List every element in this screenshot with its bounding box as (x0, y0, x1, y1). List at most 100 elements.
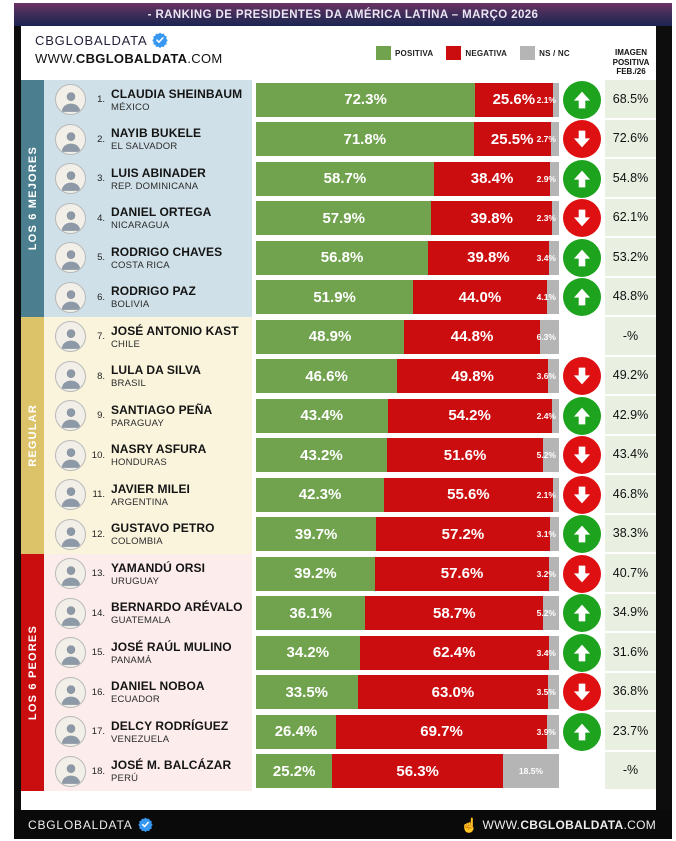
trend-down-arrow-icon (563, 475, 601, 514)
president-info: 4. DANIEL ORTEGA NICARAGUA (44, 198, 252, 238)
president-row: 17. DELCY RODRÍGUEZ VENEZUELA 26.4% 69.7… (44, 712, 656, 752)
previous-image-value: -% (605, 317, 656, 357)
section-los-6-peores: LOS 6 PEORES 13. YAMANDÚ ORSI URUGUAY 39… (21, 554, 656, 791)
president-info: 1. CLAUDIA SHEINBAUM MÉXICO (44, 80, 252, 120)
bar-column: 39.7% 57.2% 3.1% (252, 514, 559, 554)
president-country: ARGENTINA (111, 496, 169, 508)
nsnc-value: 2.4% (536, 410, 556, 421)
legend-item-positiva: POSITIVA (376, 46, 433, 60)
sections: LOS 6 MEJORES 1. CLAUDIA SHEINBAUM MÉXIC… (21, 80, 656, 791)
nsnc-value: 18.5% (518, 766, 543, 777)
bar-positive-segment: 43.4% (256, 398, 388, 433)
trend-down-arrow-icon (563, 199, 601, 238)
president-name: JOSÉ M. BALCÁZAR (111, 758, 232, 773)
bar-positive-segment: 33.5% (256, 675, 358, 710)
negativa-swatch (446, 46, 462, 60)
president-country: VENEZUELA (111, 733, 170, 745)
trend-up-arrow-icon (563, 278, 601, 317)
bar-positive-segment: 39.2% (256, 556, 375, 591)
bar-column: 57.9% 39.8% 2.3% (252, 198, 559, 238)
positive-value: 25.2% (272, 762, 316, 780)
infographic-card: - RANKING DE PRESIDENTES DA AMÉRICA LATI… (14, 3, 672, 839)
bar-nsnc-segment: 2.1% (537, 477, 559, 512)
positive-value: 56.8% (320, 249, 364, 267)
nsnc-value: 2.1% (536, 489, 556, 500)
bar-column: 42.3% 55.6% 2.1% (252, 475, 559, 515)
approval-bar: 57.9% 39.8% 2.3% (256, 201, 559, 236)
nsnc-value: 2.1% (536, 94, 556, 105)
bar-column: 72.3% 25.6% 2.1% (252, 80, 559, 120)
approval-bar: 42.3% 55.6% 2.1% (256, 477, 559, 512)
negative-value: 54.2% (448, 407, 491, 425)
positive-value: 43.2% (300, 446, 343, 464)
president-row: 1. CLAUDIA SHEINBAUM MÉXICO 72.3% 25.6% … (44, 80, 656, 120)
president-photo (55, 242, 86, 274)
bar-nsnc-segment: 4.1% (537, 280, 559, 315)
president-info: 9. SANTIAGO PEÑA PARAGUAY (44, 396, 252, 436)
brand-name: CBGLOBALDATA (35, 32, 148, 48)
president-info: 12. GUSTAVO PETRO COLOMBIA (44, 514, 252, 554)
approval-bar: 72.3% 25.6% 2.1% (256, 82, 559, 117)
footer-bar: CBGLOBALDATA ☝ WWW.CBGLOBALDATA.COM (14, 810, 672, 839)
president-info: 2. NAYIB BUKELE EL SALVADOR (44, 119, 252, 159)
imagen-line2: POSITIVA (612, 57, 650, 67)
president-name: LULA DA SILVA (111, 363, 201, 378)
url-suffix: .COM (187, 51, 223, 66)
footer-url-suffix: .COM (623, 817, 656, 832)
rank-number: 11. (92, 489, 105, 501)
president-country: ECUADOR (111, 694, 160, 706)
president-row: 18. JOSÉ M. BALCÁZAR PERÚ 25.2% 56.3% 18… (44, 751, 656, 791)
bar-nsnc-segment: 3.1% (537, 517, 559, 552)
nsnc-value: 3.1% (536, 529, 556, 540)
president-photo (55, 597, 86, 629)
trend-column (559, 554, 605, 594)
president-photo (55, 400, 86, 432)
president-name: GUSTAVO PETRO (111, 521, 215, 536)
positive-value: 57.9% (322, 209, 365, 227)
previous-image-value: 43.4% (605, 435, 656, 475)
president-row: 5. RODRIGO CHAVES COSTA RICA 56.8% 39.8%… (44, 238, 656, 278)
bar-negative-segment: 63.0% (357, 675, 549, 710)
trend-column (559, 633, 605, 673)
president-name: JOSÉ ANTONIO KAST (111, 323, 239, 338)
president-name: DANIEL NOBOA (111, 679, 205, 694)
previous-image-value: 62.1% (605, 198, 656, 238)
rank-number: 16. (91, 686, 105, 698)
nsnc-value: 3.6% (536, 371, 556, 382)
bar-negative-segment: 44.8% (404, 319, 540, 354)
nsnc-value: 4.1% (536, 292, 556, 303)
previous-image-value: -% (605, 751, 656, 791)
trend-column (559, 514, 605, 554)
president-info: 15. JOSÉ RAÚL MULINO PANAMÁ (44, 633, 252, 673)
president-country: GUATEMALA (111, 615, 171, 627)
president-info: 3. LUIS ABINADER REP. DOMINICANA (44, 159, 252, 199)
trend-up-arrow-icon (563, 712, 601, 751)
president-row: 11. JAVIER MILEI ARGENTINA 42.3% 55.6% 2… (44, 475, 656, 515)
bar-column: 71.8% 25.5% 2.7% (252, 119, 559, 159)
section-label-strip: LOS 6 MEJORES (21, 80, 44, 317)
section-label-strip: REGULAR (21, 317, 44, 554)
rank-number: 18. (91, 765, 105, 777)
president-info: 5. RODRIGO CHAVES COSTA RICA (44, 238, 252, 278)
previous-image-value: 23.7% (605, 712, 656, 752)
approval-bar: 58.7% 38.4% 2.9% (256, 161, 559, 196)
page-title: - RANKING DE PRESIDENTES DA AMÉRICA LATI… (147, 8, 539, 21)
president-photo (55, 439, 86, 471)
negativa-label: NEGATIVA (465, 48, 508, 58)
bar-positive-segment: 71.8% (256, 122, 474, 157)
trend-column (559, 712, 605, 752)
negative-value: 25.6% (492, 91, 536, 109)
approval-bar: 33.5% 63.0% 3.5% (256, 675, 559, 710)
bar-negative-segment: 25.5% (473, 122, 551, 157)
previous-image-value: 49.2% (605, 356, 656, 396)
president-country: HONDURAS (111, 457, 167, 469)
president-name: NASRY ASFURA (111, 442, 207, 457)
bar-negative-segment: 54.2% (387, 398, 552, 433)
bar-nsnc-segment: 3.4% (537, 240, 559, 275)
president-photo (55, 360, 86, 392)
bar-column: 39.2% 57.6% 3.2% (252, 554, 559, 594)
nsnc-value: 3.4% (536, 252, 556, 263)
negative-value: 44.0% (458, 288, 502, 306)
president-country: EL SALVADOR (111, 141, 178, 153)
bar-negative-segment: 39.8% (428, 240, 549, 275)
